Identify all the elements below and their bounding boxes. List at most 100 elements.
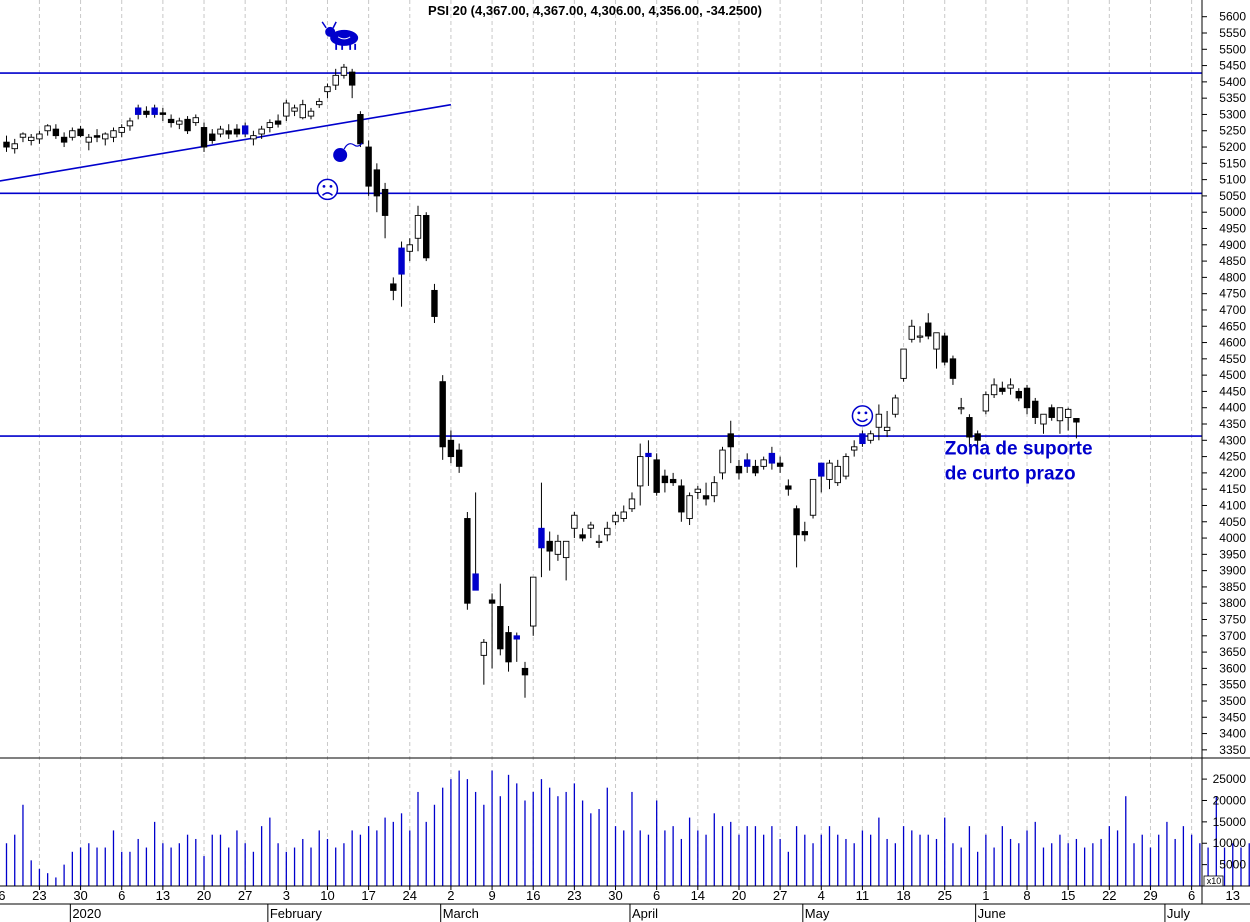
candle-body bbox=[916, 335, 924, 338]
price-tick-label: 4550 bbox=[1219, 352, 1246, 366]
candle-body bbox=[488, 599, 496, 604]
day-tick-label: 16 bbox=[526, 888, 540, 903]
day-tick-label: 17 bbox=[361, 888, 375, 903]
bomb-body bbox=[333, 148, 348, 163]
volume-tick-label: 15000 bbox=[1213, 815, 1247, 829]
candle-body bbox=[669, 478, 677, 484]
candle-body bbox=[233, 128, 241, 135]
day-tick-label: 27 bbox=[773, 888, 787, 903]
candle-body bbox=[744, 459, 751, 467]
volume-tick-label: 10000 bbox=[1213, 836, 1247, 850]
horizontal-levels bbox=[0, 72, 1202, 437]
day-tick-label: 15 bbox=[1061, 888, 1075, 903]
candle-body bbox=[209, 133, 216, 141]
price-tick-label: 4800 bbox=[1219, 270, 1246, 284]
price-tick-label: 4350 bbox=[1219, 417, 1246, 431]
candle-body bbox=[793, 508, 800, 536]
day-tick-label: 8 bbox=[1023, 888, 1030, 903]
sad-face-icon bbox=[316, 178, 339, 201]
candle-body bbox=[678, 485, 685, 513]
candle-body bbox=[151, 107, 158, 115]
candle-body bbox=[933, 332, 940, 350]
candle-body bbox=[818, 462, 825, 477]
price-tick-label: 4200 bbox=[1219, 466, 1246, 480]
day-tick-label: 20 bbox=[197, 888, 211, 903]
candle-body bbox=[1040, 413, 1047, 425]
candle-body bbox=[760, 459, 767, 467]
candle-body bbox=[93, 135, 101, 138]
price-tick-label: 5500 bbox=[1219, 42, 1246, 56]
candle-body bbox=[957, 407, 965, 410]
candle-body bbox=[102, 133, 109, 140]
day-tick-label: 14 bbox=[691, 888, 705, 903]
price-tick-label: 4700 bbox=[1219, 303, 1246, 317]
candle-body bbox=[513, 635, 520, 640]
candle-body bbox=[974, 433, 981, 441]
candle-body bbox=[776, 462, 784, 467]
price-tick-label: 5050 bbox=[1219, 189, 1246, 203]
price-tick-label: 4600 bbox=[1219, 336, 1246, 350]
price-tick-label: 4150 bbox=[1219, 482, 1246, 496]
candle-body bbox=[373, 169, 381, 197]
volume-scale-note: x10 bbox=[1207, 876, 1222, 886]
candle-body bbox=[27, 136, 35, 141]
day-tick-label: 9 bbox=[488, 888, 495, 903]
candle-body bbox=[439, 381, 446, 448]
candle-body bbox=[554, 540, 562, 555]
bull-legs bbox=[335, 43, 357, 50]
candle-body bbox=[579, 534, 586, 539]
candle-body bbox=[982, 394, 990, 412]
price-tick-label: 3850 bbox=[1219, 580, 1246, 594]
volume-tick-label: 25000 bbox=[1213, 772, 1247, 786]
candle-body bbox=[11, 143, 18, 150]
candle-body bbox=[480, 641, 488, 656]
candle-body bbox=[801, 531, 809, 536]
day-tick-label: 23 bbox=[32, 888, 46, 903]
candle-body bbox=[612, 514, 619, 523]
candle-body bbox=[77, 128, 84, 137]
month-label: 2020 bbox=[72, 906, 101, 921]
day-tick-label: 1 bbox=[982, 888, 989, 903]
day-tick-label: 6 bbox=[118, 888, 125, 903]
month-label: June bbox=[978, 906, 1006, 921]
bull-body bbox=[330, 29, 359, 46]
candle-body bbox=[727, 433, 734, 448]
day-tick-label: 11 bbox=[856, 888, 870, 903]
candle-body bbox=[464, 518, 471, 604]
candle-body bbox=[999, 387, 1006, 392]
candle-body bbox=[530, 576, 537, 627]
month-label: February bbox=[270, 906, 323, 921]
day-tick-label: 18 bbox=[896, 888, 910, 903]
price-tick-label: 4950 bbox=[1219, 222, 1246, 236]
candle-body bbox=[859, 433, 866, 445]
day-tick-label: 16 bbox=[0, 888, 6, 903]
candle-body bbox=[398, 247, 405, 275]
price-tick-label: 5000 bbox=[1219, 205, 1246, 219]
trendline bbox=[0, 103, 452, 182]
candle-body bbox=[184, 118, 191, 132]
bull-icon bbox=[321, 21, 359, 50]
candle-body bbox=[867, 433, 874, 441]
candle-body bbox=[538, 527, 545, 549]
price-tick-label: 5100 bbox=[1219, 173, 1246, 187]
price-tick-label: 5150 bbox=[1219, 156, 1246, 170]
candle-body bbox=[587, 524, 595, 529]
candle-body bbox=[472, 573, 479, 591]
candle-body bbox=[604, 527, 611, 536]
candle-body bbox=[266, 122, 274, 128]
bull-head bbox=[325, 26, 336, 37]
candle-body bbox=[826, 462, 833, 480]
smiley-face-icon bbox=[851, 405, 874, 427]
candle-body bbox=[274, 120, 282, 125]
candle-body bbox=[365, 146, 372, 187]
candle-body bbox=[406, 244, 413, 252]
candle-body bbox=[1064, 408, 1072, 418]
candle-body bbox=[842, 456, 850, 477]
gridlines bbox=[38, 0, 1193, 886]
candle-body bbox=[620, 511, 627, 519]
candle-body bbox=[52, 128, 60, 137]
candle-body bbox=[735, 465, 743, 474]
candle-body bbox=[941, 335, 948, 363]
volume-bars bbox=[5, 770, 1250, 886]
